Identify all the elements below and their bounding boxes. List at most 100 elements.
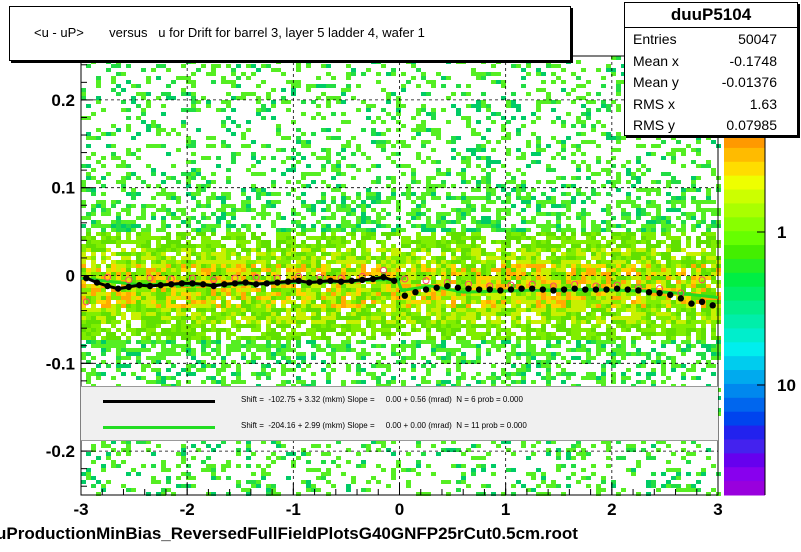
heatmap-cell: [446, 240, 451, 244]
heatmap-cell: [466, 200, 471, 204]
heatmap-cell: [576, 188, 581, 192]
heatmap-cell: [441, 108, 446, 112]
heatmap-cell: [436, 344, 441, 348]
heatmap-cell: [636, 252, 641, 256]
heatmap-cell: [686, 300, 691, 304]
heatmap-cell: [651, 272, 656, 276]
heatmap-cell: [326, 64, 331, 68]
heatmap-cell: [206, 156, 211, 160]
heatmap-cell: [231, 312, 236, 316]
heatmap-cell: [706, 236, 711, 240]
heatmap-cell: [241, 304, 246, 308]
heatmap-cell: [586, 80, 591, 84]
heatmap-cell: [576, 276, 581, 280]
heatmap-cell: [471, 68, 476, 72]
heatmap-cell: [396, 268, 401, 272]
heatmap-cell: [616, 172, 621, 176]
heatmap-cell: [186, 160, 191, 164]
heatmap-cell: [551, 236, 556, 240]
heatmap-cell: [206, 316, 211, 320]
heatmap-cell: [376, 280, 381, 284]
heatmap-cell: [256, 108, 261, 112]
heatmap-cell: [686, 296, 691, 300]
heatmap-cell: [516, 324, 521, 328]
heatmap-cell: [451, 260, 456, 264]
heatmap-cell: [311, 100, 316, 104]
heatmap-cell: [336, 304, 341, 308]
heatmap-cell: [701, 312, 706, 316]
heatmap-cell: [256, 356, 261, 360]
heatmap-cell: [206, 280, 211, 284]
heatmap-cell: [656, 356, 661, 360]
heatmap-cell: [506, 272, 511, 276]
heatmap-cell: [501, 296, 506, 300]
heatmap-cell: [166, 208, 171, 212]
heatmap-cell: [226, 348, 231, 352]
heatmap-cell: [701, 292, 706, 296]
heatmap-cell: [476, 284, 481, 288]
heatmap-cell: [616, 148, 621, 152]
heatmap-cell: [586, 236, 591, 240]
heatmap-cell: [206, 344, 211, 348]
heatmap-cell: [226, 288, 231, 292]
heatmap-cell: [446, 76, 451, 80]
heatmap-cell: [231, 68, 236, 72]
heatmap-cell: [166, 348, 171, 352]
heatmap-cell: [711, 200, 716, 204]
heatmap-cell: [596, 108, 601, 112]
heatmap-cell: [111, 124, 116, 128]
heatmap-cell: [431, 244, 436, 248]
heatmap-cell: [126, 64, 131, 68]
heatmap-cell: [141, 264, 146, 268]
heatmap-cell: [206, 276, 211, 280]
heatmap-cell: [341, 100, 346, 104]
heatmap-cell: [456, 240, 461, 244]
heatmap-cell: [81, 204, 86, 208]
heatmap-cell: [301, 268, 306, 272]
heatmap-cell: [426, 252, 431, 256]
heatmap-cell: [526, 252, 531, 256]
heatmap-cell: [196, 336, 201, 340]
heatmap-cell: [596, 304, 601, 308]
heatmap-cell: [576, 248, 581, 252]
heatmap-cell: [656, 316, 661, 320]
heatmap-cell: [96, 324, 101, 328]
heatmap-cell: [521, 180, 526, 184]
heatmap-cell: [306, 64, 311, 68]
heatmap-cell: [616, 320, 621, 324]
heatmap-cell: [431, 196, 436, 200]
heatmap-cell: [121, 180, 126, 184]
heatmap-cell: [711, 348, 716, 352]
heatmap-cell: [516, 292, 521, 296]
heatmap-cell: [491, 276, 496, 280]
heatmap-cell: [171, 340, 176, 344]
heatmap-cell: [106, 172, 111, 176]
heatmap-cell: [141, 92, 146, 96]
heatmap-cell: [241, 204, 246, 208]
heatmap-cell: [131, 328, 136, 332]
heatmap-cell: [91, 312, 96, 316]
heatmap-cell: [431, 228, 436, 232]
heatmap-cell: [376, 248, 381, 252]
heatmap-cell: [486, 272, 491, 276]
heatmap-cell: [426, 320, 431, 324]
heatmap-cell: [676, 260, 681, 264]
heatmap-cell: [206, 72, 211, 76]
heatmap-cell: [296, 272, 301, 276]
heatmap-cell: [586, 352, 591, 356]
heatmap-cell: [166, 244, 171, 248]
heatmap-cell: [456, 248, 461, 252]
heatmap-cell: [616, 232, 621, 236]
heatmap-cell: [436, 260, 441, 264]
heatmap-cell: [256, 212, 261, 216]
heatmap-cell: [646, 200, 651, 204]
heatmap-cell: [556, 316, 561, 320]
heatmap-cell: [91, 244, 96, 248]
heatmap-cell: [101, 312, 106, 316]
heatmap-cell: [246, 264, 251, 268]
heatmap-cell: [116, 264, 121, 268]
heatmap-cell: [351, 212, 356, 216]
heatmap-cell: [421, 268, 426, 272]
heatmap-cell: [591, 268, 596, 272]
heatmap-cell: [581, 68, 586, 72]
